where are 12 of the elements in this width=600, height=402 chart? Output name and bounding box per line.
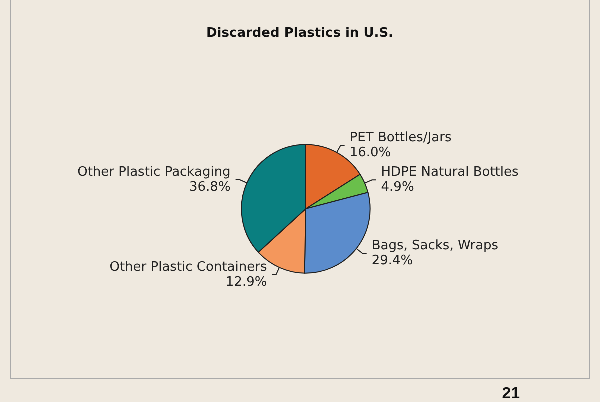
data-label: 16.0% [350,146,392,161]
data-label: 4.9% [381,180,414,196]
chart-title: Discarded Plastics in U.S. [206,26,394,41]
data-label: 36.8% [189,180,231,195]
slice-label: HDPE Natural Bottles [381,165,520,180]
slice-label: Other Plastic Packaging [78,164,231,180]
data-label: 12.9% [226,274,268,290]
slice-label: Other Plastic Containers [110,260,268,275]
text: 21 [502,386,520,402]
data-label: 29.4% [372,254,414,269]
slice-label: PET Bottles/Jars [350,130,452,146]
slice-label: Bags, Sacks, Wraps [372,238,499,254]
